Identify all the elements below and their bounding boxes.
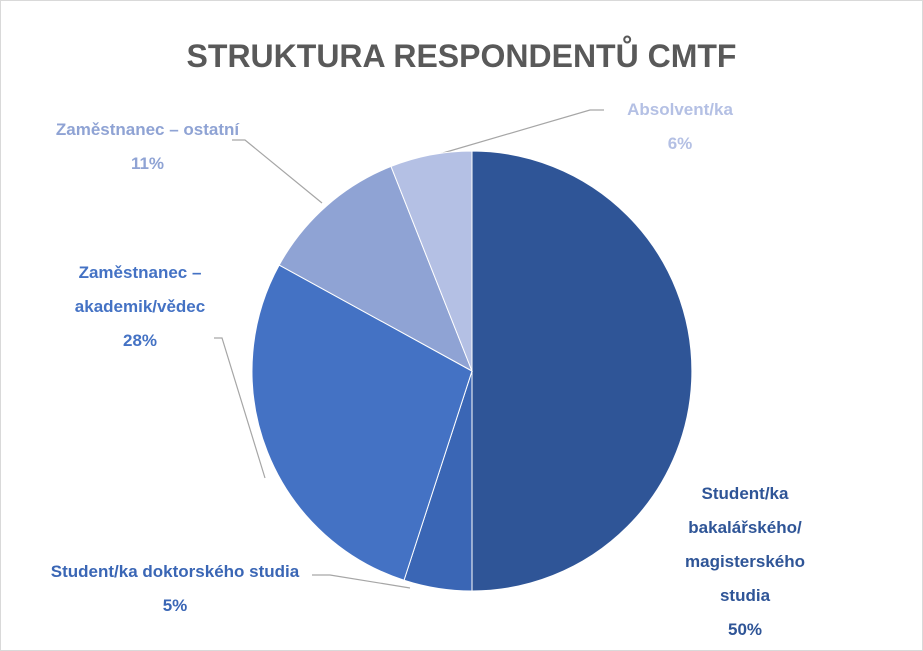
category-label: Zaměstnanec – ostatní [55, 120, 240, 139]
leader-line [435, 109, 604, 156]
percent-label: 6% [667, 134, 693, 153]
pie-slice [278, 165, 473, 373]
pie-slice [471, 150, 693, 592]
category-label: Absolvent/ka [627, 100, 733, 119]
leader-line [232, 139, 323, 204]
category-label: Student/ka doktorského studia [50, 562, 300, 581]
pie-slice [251, 264, 473, 581]
data-label: Student/ka doktorského studia 5% [20, 555, 330, 623]
leader-line [312, 574, 411, 589]
category-label: Zaměstnanec – akademik/vědec [74, 263, 206, 316]
pie-slice [390, 150, 473, 372]
data-label: Student/ka bakalářského/ magisterského s… [665, 477, 825, 647]
percent-label: 28% [122, 331, 158, 350]
percent-label: 50% [727, 620, 763, 639]
category-label: Student/ka bakalářského/ magisterského s… [685, 484, 805, 605]
chart-title: STRUKTURA RESPONDENTŮ CMTF [186, 38, 737, 74]
data-label: Zaměstnanec – akademik/vědec 28% [30, 256, 250, 358]
leader-line [214, 337, 266, 479]
data-label: Absolvent/ka 6% [600, 93, 760, 161]
data-label: Zaměstnanec – ostatní 11% [55, 113, 240, 181]
percent-label: 11% [130, 154, 165, 173]
percent-label: 5% [162, 596, 188, 615]
